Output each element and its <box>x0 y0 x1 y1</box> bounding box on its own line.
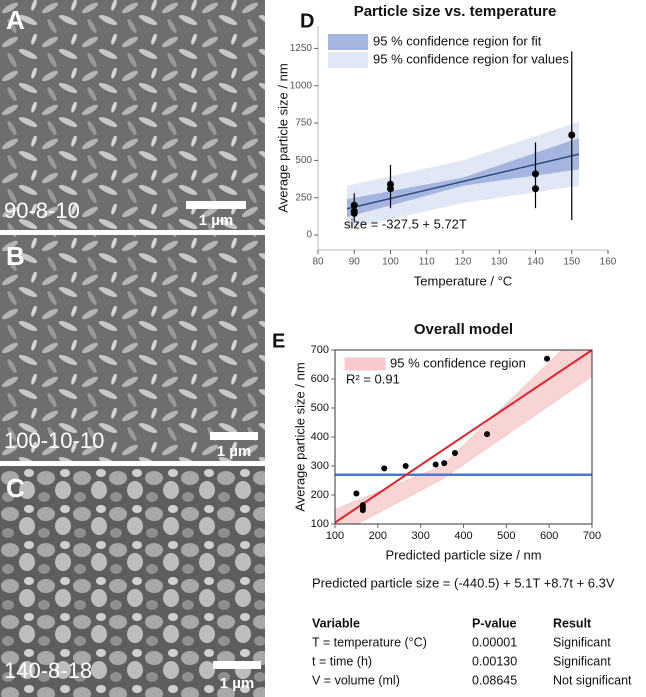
legend-swatch <box>328 34 368 50</box>
data-point <box>532 185 539 193</box>
y-tick-label: 100 <box>311 518 329 530</box>
x-tick-label: 400 <box>454 530 472 542</box>
data-point <box>350 209 358 217</box>
y-tick-label: 400 <box>311 431 329 443</box>
x-tick-label: 120 <box>455 257 472 268</box>
plot-area <box>335 350 592 524</box>
table-header: Variable <box>312 616 360 630</box>
data-point <box>381 465 388 472</box>
x-axis-label: Temperature / °C <box>414 273 512 288</box>
y-tick-label: 700 <box>311 344 329 356</box>
sem-image <box>0 0 265 230</box>
table-header: P-value <box>472 616 517 630</box>
x-tick-label: 150 <box>563 257 580 268</box>
table-header: Result <box>553 616 592 630</box>
table-cell: t = time (h) <box>312 654 372 668</box>
model-equation: Predicted particle size = (-440.5) + 5.1… <box>312 575 615 590</box>
scale-bar <box>213 661 261 669</box>
table-cell: V = volume (ml) <box>312 673 400 687</box>
table-cell: 0.08645 <box>472 673 517 687</box>
legend-swatch <box>328 52 368 68</box>
y-tick-label: 750 <box>295 118 312 129</box>
annotation: R² = 0.91 <box>346 371 400 386</box>
data-point <box>402 463 409 469</box>
panel-letter: B <box>6 241 25 271</box>
y-tick-label: 600 <box>311 373 329 385</box>
y-tick-label: 500 <box>295 155 312 166</box>
annotation: size = -327.5 + 5.72T <box>344 216 467 231</box>
data-point <box>432 461 439 468</box>
data-point <box>568 131 576 139</box>
confidence-band <box>335 350 592 524</box>
scale-label: 1 µm <box>199 212 234 229</box>
scale-label: 1 µm <box>217 443 252 460</box>
panel-letter: C <box>6 473 25 503</box>
legend-label: 95 % confidence region for values <box>373 51 569 66</box>
data-point <box>387 185 394 193</box>
y-tick-label: 300 <box>311 460 329 472</box>
y-tick-label: 1000 <box>290 80 313 91</box>
x-tick-label: 80 <box>312 257 324 268</box>
confidence-band <box>347 121 579 230</box>
table-cell: T = temperature (°C) <box>312 635 427 649</box>
scale-bar <box>186 201 246 209</box>
sem-image <box>0 466 265 697</box>
x-tick-label: 200 <box>369 530 387 542</box>
x-tick-label: 100 <box>382 257 399 268</box>
data-point <box>544 355 551 362</box>
x-tick-label: 160 <box>600 257 617 268</box>
legend-label: 95 % confidence region <box>390 355 526 370</box>
plot-area <box>346 51 580 230</box>
x-tick-label: 300 <box>411 530 429 542</box>
panel-letter: E <box>272 330 285 352</box>
fit-line <box>346 153 580 210</box>
y-tick-label: 500 <box>311 402 329 414</box>
y-axis-label: Average particle size / nm <box>292 362 307 511</box>
panel-letter: A <box>6 5 25 35</box>
y-axis-label: Average particle size / nm <box>275 63 290 212</box>
y-tick-label: 200 <box>311 489 329 501</box>
legend-label: 95 % confidence region for fit <box>373 33 542 48</box>
data-point <box>451 449 458 456</box>
table-cell: 0.00130 <box>472 654 517 668</box>
y-tick-label: 1250 <box>290 43 313 54</box>
x-tick-label: 600 <box>540 530 558 542</box>
x-tick-label: 100 <box>326 530 344 542</box>
data-point <box>350 201 358 209</box>
sem-image <box>0 235 265 461</box>
image-caption: 140-8-18 <box>4 658 92 683</box>
scale-bar <box>210 432 258 440</box>
y-tick-label: 0 <box>306 230 312 241</box>
data-point <box>484 431 491 438</box>
x-tick-label: 130 <box>491 257 508 268</box>
data-point <box>353 490 360 497</box>
chart-title: Particle size vs. temperature <box>354 3 557 20</box>
image-caption: 90-8-10 <box>4 198 80 223</box>
data-point <box>532 170 539 178</box>
fit-line <box>335 350 592 524</box>
x-tick-label: 110 <box>419 257 435 268</box>
data-point <box>441 460 448 467</box>
x-tick-label: 90 <box>349 257 361 268</box>
table-cell: Significant <box>553 635 611 649</box>
chart-title: Overall model <box>414 321 513 338</box>
data-point <box>359 507 366 514</box>
x-tick-label: 700 <box>583 530 601 542</box>
table: Variable P-value Result T = temperature (°C… <box>312 616 632 687</box>
panel-letter: D <box>300 10 314 32</box>
image-caption: 100-10-10 <box>4 428 104 453</box>
x-tick-label: 140 <box>527 257 544 268</box>
x-tick-label: 500 <box>497 530 515 542</box>
table-cell: 0.00001 <box>472 635 517 649</box>
y-tick-label: 250 <box>295 192 312 203</box>
x-axis-label: Predicted particle size / nm <box>385 547 541 562</box>
confidence-band <box>347 138 579 218</box>
scale-label: 1 µm <box>220 675 255 692</box>
legend-swatch <box>344 357 386 371</box>
table-cell: Significant <box>553 654 611 668</box>
table-cell: Not significant <box>553 673 632 687</box>
